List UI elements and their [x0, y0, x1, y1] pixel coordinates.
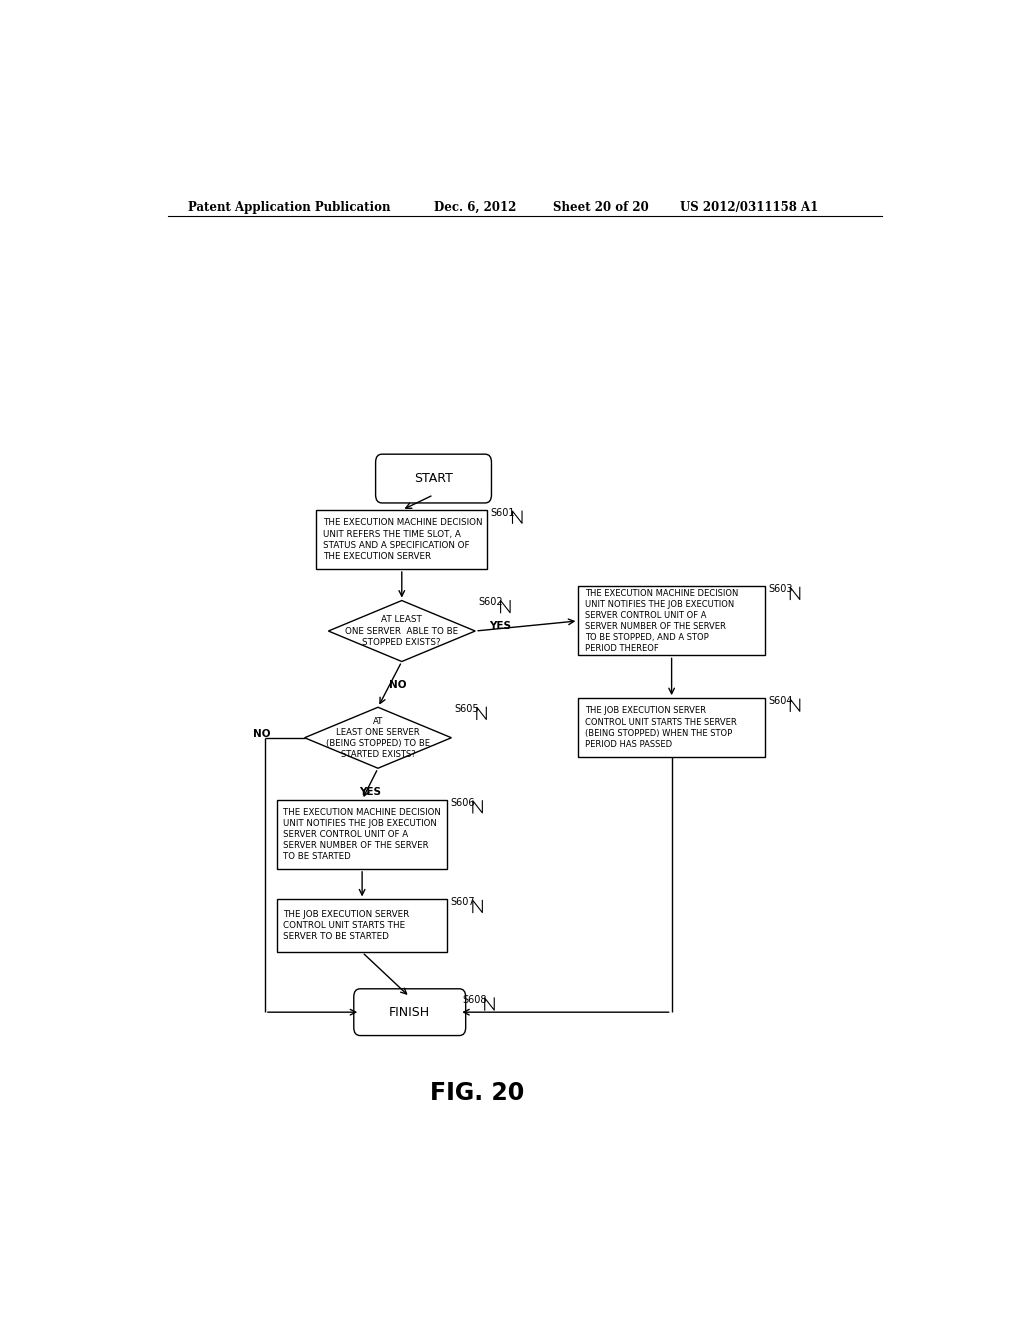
Text: S608: S608 [463, 995, 487, 1005]
Bar [316, 510, 487, 569]
Text: AT LEAST
ONE SERVER  ABLE TO BE
STOPPED EXISTS?: AT LEAST ONE SERVER ABLE TO BE STOPPED E… [345, 615, 459, 647]
Text: AT
LEAST ONE SERVER
(BEING STOPPED) TO BE
STARTED EXISTS?: AT LEAST ONE SERVER (BEING STOPPED) TO B… [326, 717, 430, 759]
Text: Dec. 6, 2012: Dec. 6, 2012 [433, 201, 516, 214]
Bar [276, 800, 447, 869]
Bar [579, 698, 765, 758]
FancyBboxPatch shape [353, 989, 466, 1036]
Text: START: START [414, 473, 453, 484]
Polygon shape [329, 601, 475, 661]
Text: THE JOB EXECUTION SERVER
CONTROL UNIT STARTS THE
SERVER TO BE STARTED: THE JOB EXECUTION SERVER CONTROL UNIT ST… [284, 911, 410, 941]
Text: Patent Application Publication: Patent Application Publication [187, 201, 390, 214]
Text: THE EXECUTION MACHINE DECISION
UNIT NOTIFIES THE JOB EXECUTION
SERVER CONTROL UN: THE EXECUTION MACHINE DECISION UNIT NOTI… [284, 808, 441, 861]
Text: US 2012/0311158 A1: US 2012/0311158 A1 [680, 201, 818, 214]
Text: THE EXECUTION MACHINE DECISION
UNIT NOTIFIES THE JOB EXECUTION
SERVER CONTROL UN: THE EXECUTION MACHINE DECISION UNIT NOTI… [585, 589, 738, 653]
Text: S604: S604 [768, 696, 793, 706]
Text: S602: S602 [478, 598, 503, 607]
Text: S607: S607 [451, 898, 475, 907]
Bar [276, 899, 447, 952]
Text: NO: NO [389, 680, 407, 690]
Text: Sheet 20 of 20: Sheet 20 of 20 [553, 201, 648, 214]
Text: THE EXECUTION MACHINE DECISION
UNIT REFERS THE TIME SLOT, A
STATUS AND A SPECIFI: THE EXECUTION MACHINE DECISION UNIT REFE… [323, 519, 482, 561]
Text: S605: S605 [455, 704, 479, 714]
Text: FINISH: FINISH [389, 1006, 430, 1019]
Polygon shape [304, 708, 452, 768]
Text: YES: YES [489, 620, 511, 631]
FancyBboxPatch shape [376, 454, 492, 503]
Text: YES: YES [359, 787, 381, 796]
Text: S606: S606 [451, 797, 475, 808]
Text: NO: NO [253, 729, 270, 739]
Text: FIG. 20: FIG. 20 [430, 1081, 524, 1105]
Bar [579, 586, 765, 656]
Text: S603: S603 [768, 585, 793, 594]
Text: S601: S601 [490, 508, 515, 517]
Text: THE JOB EXECUTION SERVER
CONTROL UNIT STARTS THE SERVER
(BEING STOPPED) WHEN THE: THE JOB EXECUTION SERVER CONTROL UNIT ST… [585, 706, 736, 748]
